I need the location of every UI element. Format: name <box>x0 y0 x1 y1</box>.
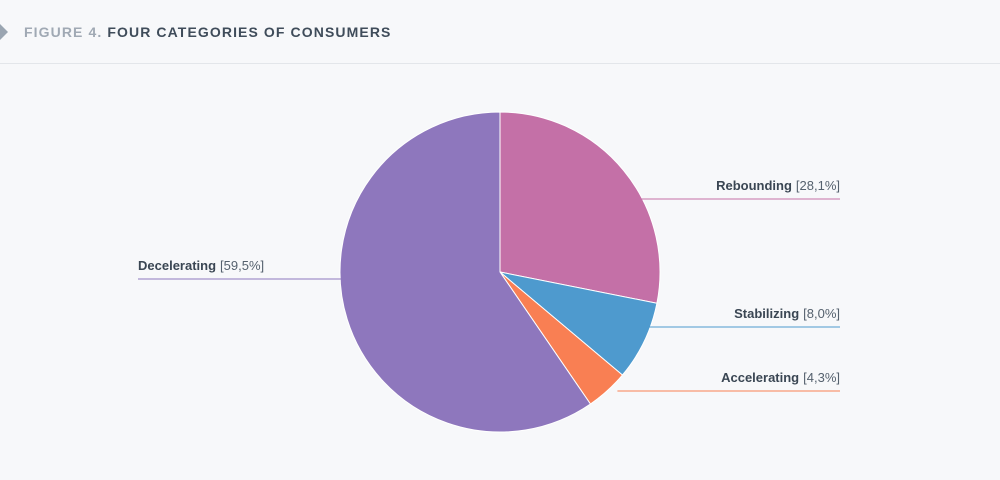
slice-label-name: Accelerating <box>721 370 799 385</box>
slice-label-value: [59,5%] <box>220 258 264 273</box>
pie-slice-rebounding <box>499 111 661 304</box>
slice-label-decelerating: Decelerating [59,5%] <box>138 258 264 273</box>
slice-label-name: Decelerating <box>138 258 216 273</box>
slice-label-value: [4,3%] <box>803 370 840 385</box>
slice-label-stabilizing: Stabilizing [8,0%] <box>734 306 840 321</box>
slice-label-name: Rebounding <box>716 178 792 193</box>
slice-label-rebounding: Rebounding [28,1%] <box>716 178 840 193</box>
slice-label-accelerating: Accelerating [4,3%] <box>721 370 840 385</box>
pie-slices <box>339 111 661 433</box>
figure-header: FIGURE 4. FOUR CATEGORIES OF CONSUMERS <box>0 0 1000 64</box>
figure-title-text: FOUR CATEGORIES OF CONSUMERS <box>107 24 392 40</box>
slice-label-value: [28,1%] <box>796 178 840 193</box>
slice-label-value: [8,0%] <box>803 306 840 321</box>
arrow-right-icon <box>0 24 8 40</box>
pie-labels: Rebounding [28,1%] Stabilizing [8,0%] Accele… <box>138 178 840 392</box>
pie-slice-decelerating <box>339 111 592 433</box>
figure-number: FIGURE 4. <box>24 24 103 40</box>
slice-label-name: Stabilizing <box>734 306 799 321</box>
figure-title: FIGURE 4. FOUR CATEGORIES OF CONSUMERS <box>24 23 391 41</box>
